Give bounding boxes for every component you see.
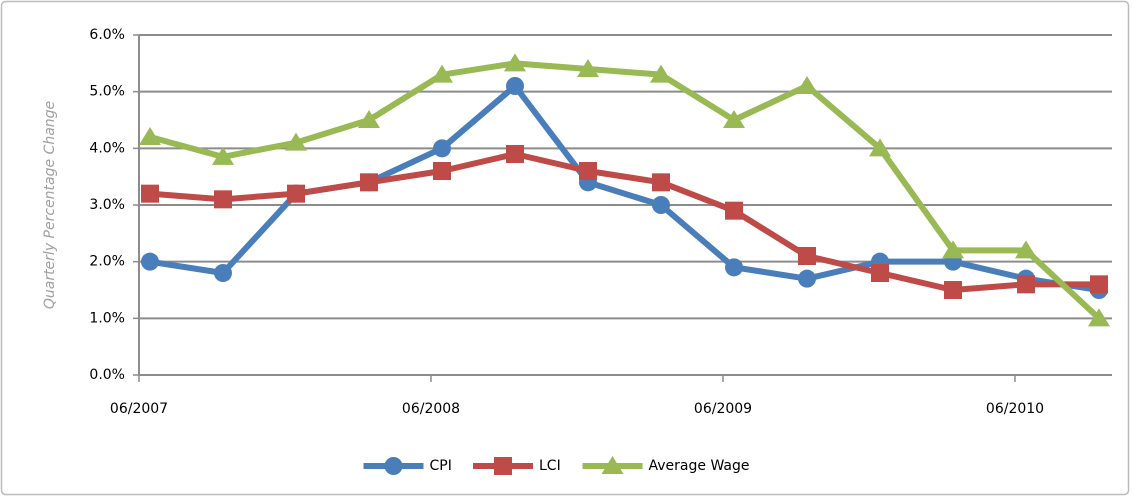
legend-label: CPI <box>430 458 452 474</box>
data-point <box>652 196 670 214</box>
data-point <box>798 247 816 265</box>
y-tick-label: 4.0% <box>89 140 125 156</box>
y-tick-label: 3.0% <box>89 197 125 213</box>
y-tick-label: 5.0% <box>89 84 125 100</box>
series-line <box>149 151 1099 293</box>
data-point <box>287 184 305 203</box>
data-point <box>1088 308 1110 327</box>
data-point <box>1017 275 1035 294</box>
data-point <box>433 139 451 158</box>
x-tick-label: 06/2007 <box>110 401 168 417</box>
data-point <box>506 145 524 163</box>
legend-marker <box>601 456 624 474</box>
data-point <box>214 190 232 209</box>
data-point <box>285 132 307 151</box>
data-point <box>579 162 597 180</box>
data-point <box>871 264 889 282</box>
data-point <box>725 201 743 220</box>
legend-label: Average Wage <box>649 458 750 474</box>
y-tick-label: 0.0% <box>89 367 125 383</box>
data-point <box>212 146 234 165</box>
x-tick-label: 06/2010 <box>986 401 1044 417</box>
x-tick-label: 06/2008 <box>402 401 460 417</box>
data-point <box>1090 275 1108 294</box>
x-tick-label: 06/2009 <box>694 401 752 417</box>
data-point <box>942 240 964 259</box>
data-point <box>577 59 599 77</box>
y-tick-label: 6.0% <box>89 27 125 43</box>
y-tick-label: 2.0% <box>89 254 125 270</box>
data-point <box>214 264 232 282</box>
data-point <box>139 127 161 145</box>
data-point <box>141 252 159 271</box>
data-point <box>504 53 526 72</box>
data-point <box>360 173 378 192</box>
data-point <box>944 281 962 299</box>
data-point <box>1015 240 1037 259</box>
data-point <box>796 76 818 94</box>
data-point <box>723 110 745 128</box>
data-point <box>433 162 451 180</box>
data-point <box>431 64 453 83</box>
legend-marker <box>494 457 512 475</box>
y-axis-title: Quarterly Percentage Change <box>42 101 58 309</box>
legend-label: LCI <box>539 458 561 474</box>
data-point <box>650 64 672 83</box>
data-point <box>358 110 380 128</box>
data-point <box>652 173 670 192</box>
data-point <box>141 184 159 203</box>
data-point <box>798 269 816 288</box>
data-point <box>869 138 891 157</box>
series-line <box>149 60 1102 321</box>
data-point <box>725 258 743 277</box>
legend-marker <box>384 457 403 475</box>
y-tick-label: 1.0% <box>89 310 125 326</box>
data-point <box>506 77 524 95</box>
